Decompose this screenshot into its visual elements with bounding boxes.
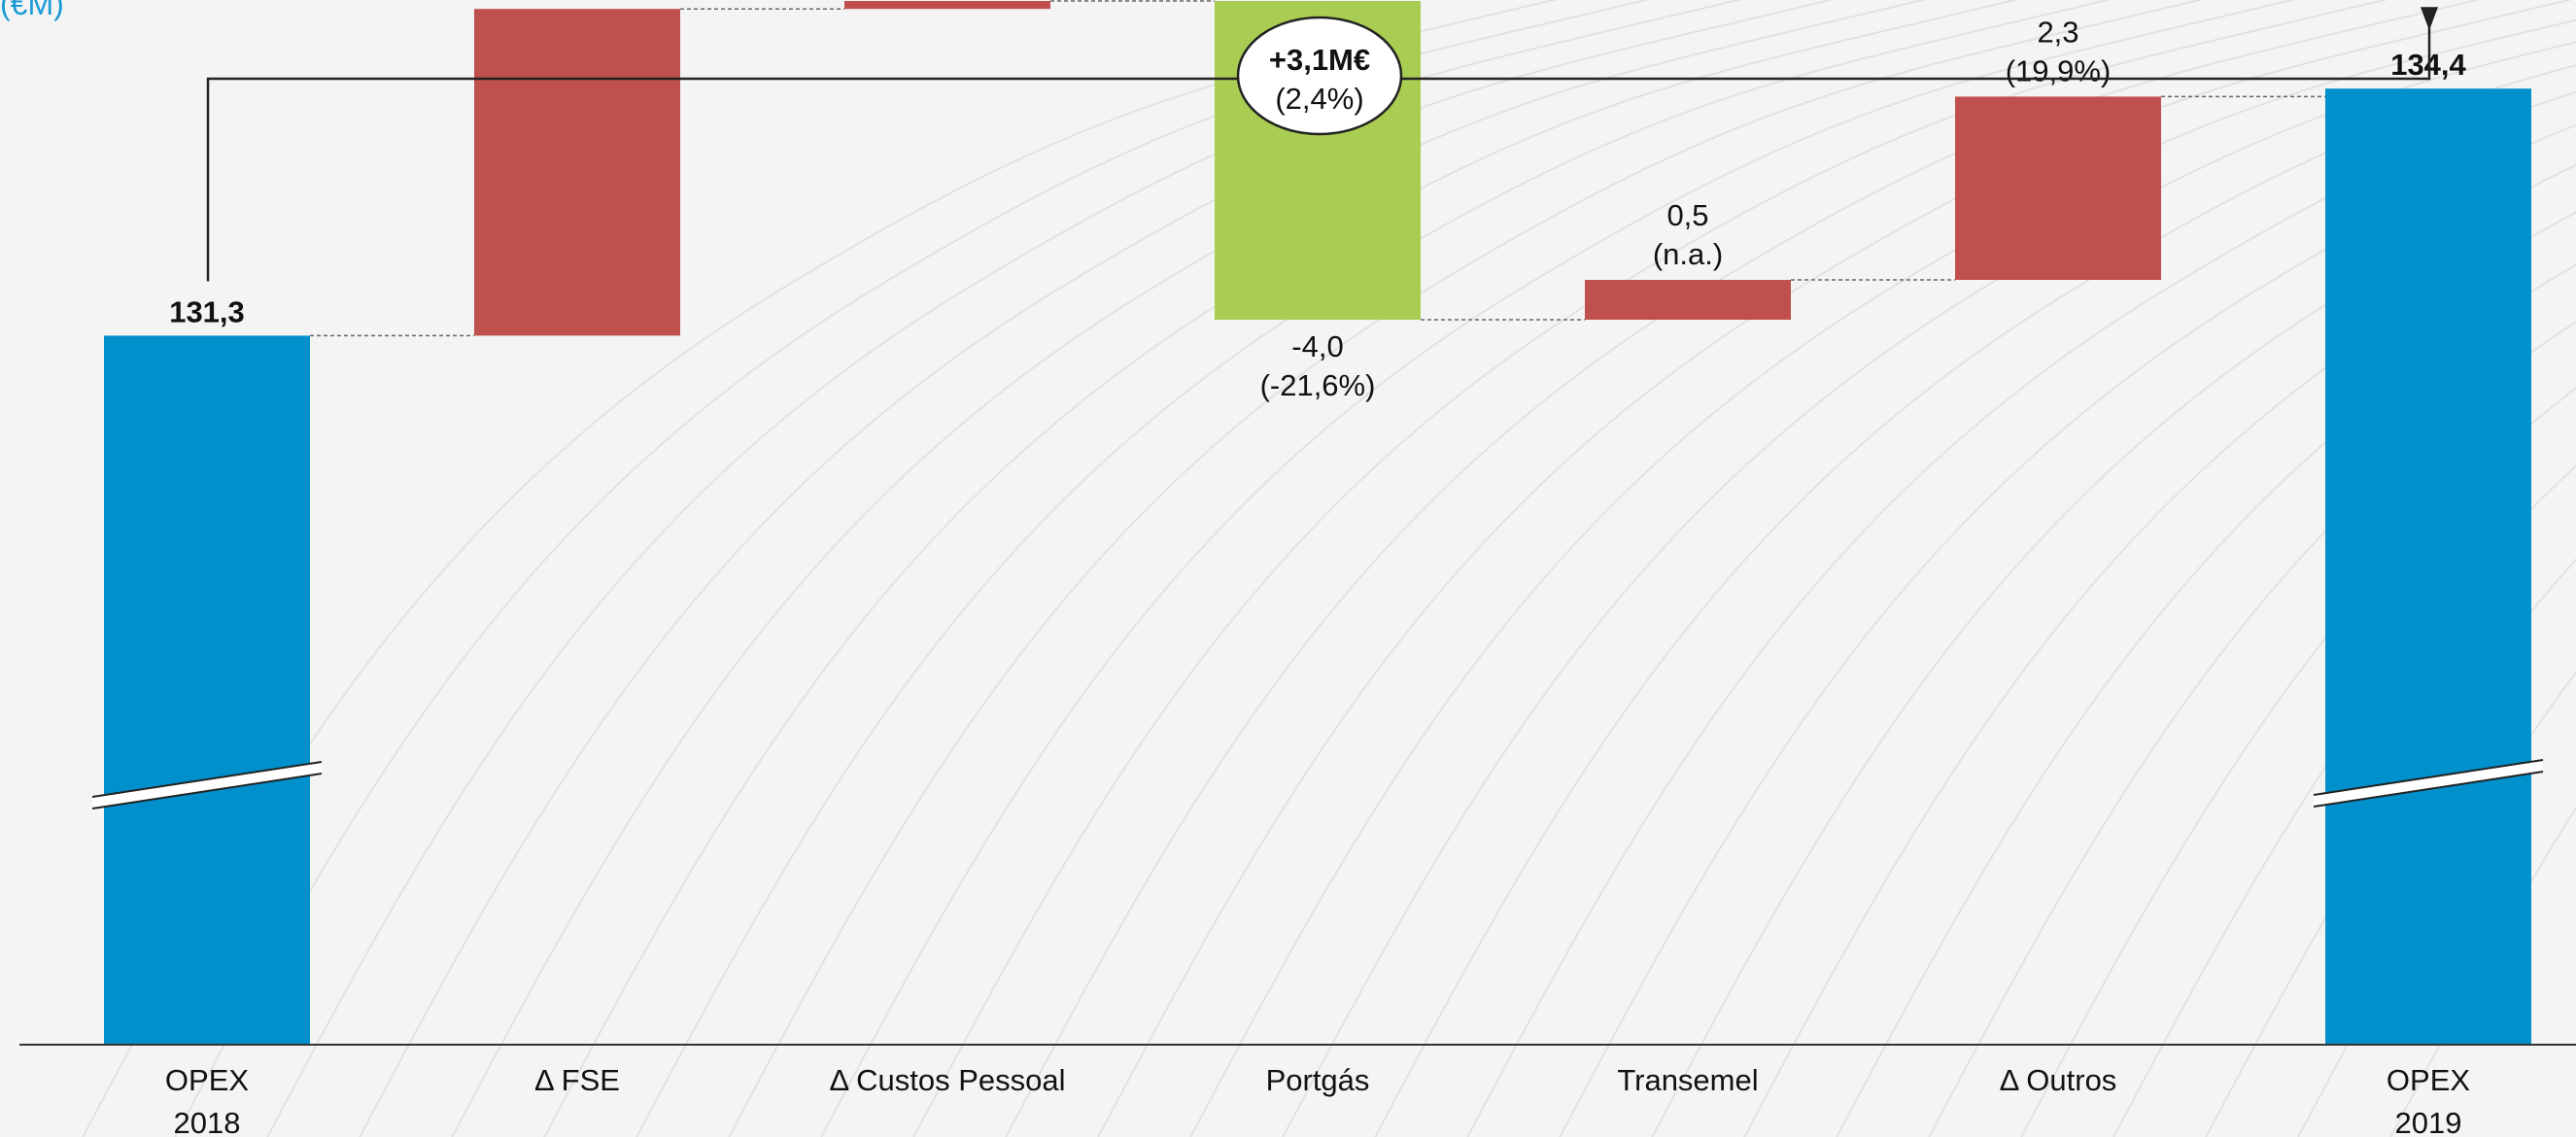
bar-pct-label: (19,9%) xyxy=(2006,53,2112,87)
bar-value-label: 131,3 xyxy=(169,294,245,328)
bg-wave-line xyxy=(1466,90,2576,1137)
bg-wave-line xyxy=(1374,64,2576,1137)
axis-break-line xyxy=(91,773,323,810)
bar-value-label: -4,0 xyxy=(1291,329,1343,363)
axis-break-gap xyxy=(2314,760,2543,807)
bg-wave-line xyxy=(266,0,1742,1137)
category-label: Δ FSE xyxy=(534,1063,620,1097)
bar-6 xyxy=(2325,88,2531,1045)
total-change-ellipse xyxy=(1236,16,1403,136)
axis-break-line xyxy=(2313,771,2544,808)
bar-value-label: 0,5 xyxy=(1666,198,1708,232)
category-label: Transemel xyxy=(1617,1063,1758,1097)
category-label: 2018 xyxy=(174,1106,241,1137)
bg-wave-line xyxy=(1928,321,2576,1137)
bg-wave-line xyxy=(1559,123,2576,1137)
category-label: OPEX xyxy=(165,1063,249,1097)
bar-pct-label: (n.a.) xyxy=(1653,237,1723,271)
bg-wave-line xyxy=(359,0,1835,1137)
bg-wave-line xyxy=(820,0,2296,1137)
category-label: Δ Custos Pessoal xyxy=(830,1063,1066,1097)
bg-wave-line xyxy=(1189,18,2576,1137)
bg-wave-line xyxy=(1282,41,2576,1137)
bar-value-label: 2,3 xyxy=(2037,15,2078,49)
bg-wave-line xyxy=(543,0,2019,1137)
bg-wave-line xyxy=(2020,386,2576,1137)
category-label: 2019 xyxy=(2395,1106,2462,1137)
category-label: Δ Outros xyxy=(2000,1063,2117,1097)
bar-pct-label: (-21,6%) xyxy=(1260,368,1376,402)
unit-label: (€M) xyxy=(0,0,64,21)
total-change-value: +3,1M€ xyxy=(1269,43,1370,77)
total-change-pct: (2,4%) xyxy=(1275,82,1363,116)
axis-break-line xyxy=(91,761,323,798)
bg-wave-line xyxy=(912,0,2388,1137)
bg-wave-line xyxy=(2389,806,2576,1137)
category-label: Portgás xyxy=(1266,1063,1370,1097)
bg-wave-line xyxy=(451,0,1927,1137)
category-label: OPEX xyxy=(2387,1063,2470,1097)
axis-break-line xyxy=(2313,759,2544,796)
bar-1 xyxy=(474,9,680,336)
bar-0 xyxy=(104,335,310,1045)
bg-wave-line xyxy=(2112,465,2576,1137)
bar-5 xyxy=(1955,96,2161,281)
bracket-arrow-icon xyxy=(2421,7,2438,31)
bar-4 xyxy=(1585,280,1791,320)
bg-wave-line xyxy=(1651,163,2576,1137)
axis-break-gap xyxy=(92,762,322,809)
bar-2 xyxy=(844,1,1050,10)
